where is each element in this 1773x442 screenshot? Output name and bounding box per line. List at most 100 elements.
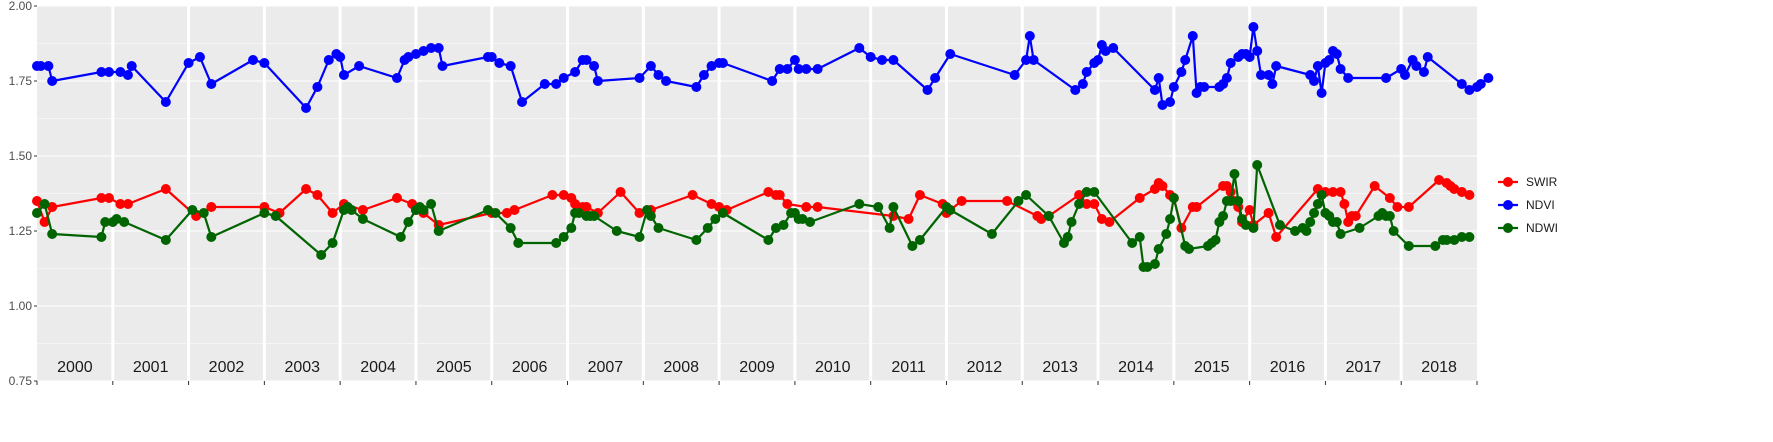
ndwi-point xyxy=(797,214,808,224)
swir-point xyxy=(1369,181,1380,191)
year-label: 2012 xyxy=(967,359,1003,376)
ndvi-point xyxy=(1168,82,1179,92)
swir-point xyxy=(312,190,323,200)
ndwi-point xyxy=(346,205,357,215)
ndvi-point xyxy=(592,76,603,86)
ndwi-point xyxy=(551,238,562,248)
ndvi-point xyxy=(1077,79,1088,89)
ndvi-point xyxy=(517,97,528,107)
ndvi-point xyxy=(661,76,672,86)
ndvi-point xyxy=(1153,73,1164,83)
ndwi-point xyxy=(1184,244,1194,254)
ndvi-point xyxy=(789,55,800,65)
ndwi-point xyxy=(691,235,702,245)
swir-point xyxy=(1134,193,1145,203)
swir-point xyxy=(122,199,133,209)
ndwi-point xyxy=(1153,244,1164,254)
ndvi-point xyxy=(354,61,365,71)
ndvi-point xyxy=(206,79,217,89)
data-series xyxy=(32,22,1494,272)
ndvi-point xyxy=(653,70,664,80)
swir-point xyxy=(1089,199,1100,209)
year-label: 2008 xyxy=(663,359,699,376)
legend-label-ndwi: NDWI xyxy=(1526,221,1558,235)
ndvi-point xyxy=(323,55,334,65)
ndvi-point xyxy=(122,70,133,80)
swir-point xyxy=(39,217,50,227)
swir-point xyxy=(47,202,58,212)
swir-point xyxy=(392,193,402,203)
ndwi-point xyxy=(505,223,516,233)
ndvi-point xyxy=(194,52,205,62)
swir-point xyxy=(687,190,698,200)
ndvi-point xyxy=(104,67,114,77)
swir-point xyxy=(1096,214,1107,224)
ndvi-point xyxy=(403,52,414,62)
swir-point xyxy=(1036,214,1047,224)
ndwi-point xyxy=(1441,235,1452,245)
ndwi-point xyxy=(1127,238,1138,248)
ndwi-point xyxy=(770,223,781,233)
ndwi-point xyxy=(1290,226,1301,236)
ndvi-point xyxy=(1418,67,1429,77)
ndvi-point xyxy=(589,61,600,71)
ndwi-point xyxy=(160,235,171,245)
ndwi-point xyxy=(426,199,437,209)
ndwi-point xyxy=(1403,241,1414,251)
ndvi-point xyxy=(126,61,137,71)
year-label: 2015 xyxy=(1194,359,1230,376)
y-tick-label: 1.25 xyxy=(9,224,33,238)
ndvi-point xyxy=(160,97,171,107)
swir-point xyxy=(1464,190,1475,200)
ndwi-point xyxy=(403,217,414,227)
ndwi-point xyxy=(418,205,429,215)
ndvi-point xyxy=(35,61,46,71)
ndvi-point xyxy=(930,73,941,83)
ndwi-point xyxy=(1240,220,1251,230)
ndvi-point xyxy=(1411,61,1422,71)
swir-point xyxy=(357,205,368,215)
ndvi-point xyxy=(1024,31,1035,41)
ndwi-point xyxy=(763,235,774,245)
ndvi-point xyxy=(418,46,429,56)
year-label: 2005 xyxy=(436,359,472,376)
ndvi-point xyxy=(1343,73,1354,83)
ndvi-point xyxy=(1422,52,1433,62)
ndvi-point xyxy=(1028,55,1039,65)
ndvi-point xyxy=(1324,55,1335,65)
ndvi-point xyxy=(1108,43,1119,53)
year-labels: 2000 2001 2002 2003 2004 2005 2006 2007 2008 2009… xyxy=(57,359,1457,376)
ndvi-point xyxy=(1331,49,1342,59)
ndvi-point xyxy=(1009,70,1020,80)
ndvi-point xyxy=(1400,70,1410,80)
ndvi-point xyxy=(115,67,126,77)
ndwi-point xyxy=(206,232,217,242)
year-label: 2016 xyxy=(1270,359,1306,376)
swir-point xyxy=(501,208,512,218)
year-label: 2003 xyxy=(284,359,320,376)
ndwi-point xyxy=(1354,223,1365,233)
ndwi-point xyxy=(1089,187,1100,197)
ndvi-point xyxy=(437,61,448,71)
ndvi-point xyxy=(47,76,58,86)
ndwi-point xyxy=(1210,235,1221,245)
ndvi-point xyxy=(1309,76,1320,86)
swir-point xyxy=(956,196,967,206)
ndwi-point xyxy=(1464,232,1475,242)
ndwi-point xyxy=(1013,196,1024,206)
ndwi-point xyxy=(119,217,130,227)
swir-point xyxy=(1434,175,1445,185)
swir-point xyxy=(1244,205,1255,215)
ndwi-point xyxy=(1165,214,1176,224)
ndwi-point xyxy=(634,232,645,242)
swir-point xyxy=(1384,193,1395,203)
ndwi-point xyxy=(513,238,524,248)
ndwi-point xyxy=(187,205,198,215)
ndvi-point xyxy=(1483,73,1494,83)
year-label: 2006 xyxy=(512,359,548,376)
ndwi-point xyxy=(490,208,501,218)
ndwi-point xyxy=(1248,223,1259,233)
legend-label-swir: SWIR xyxy=(1526,175,1558,189)
swir-point xyxy=(1191,202,1202,212)
ndwi-point xyxy=(710,214,721,224)
